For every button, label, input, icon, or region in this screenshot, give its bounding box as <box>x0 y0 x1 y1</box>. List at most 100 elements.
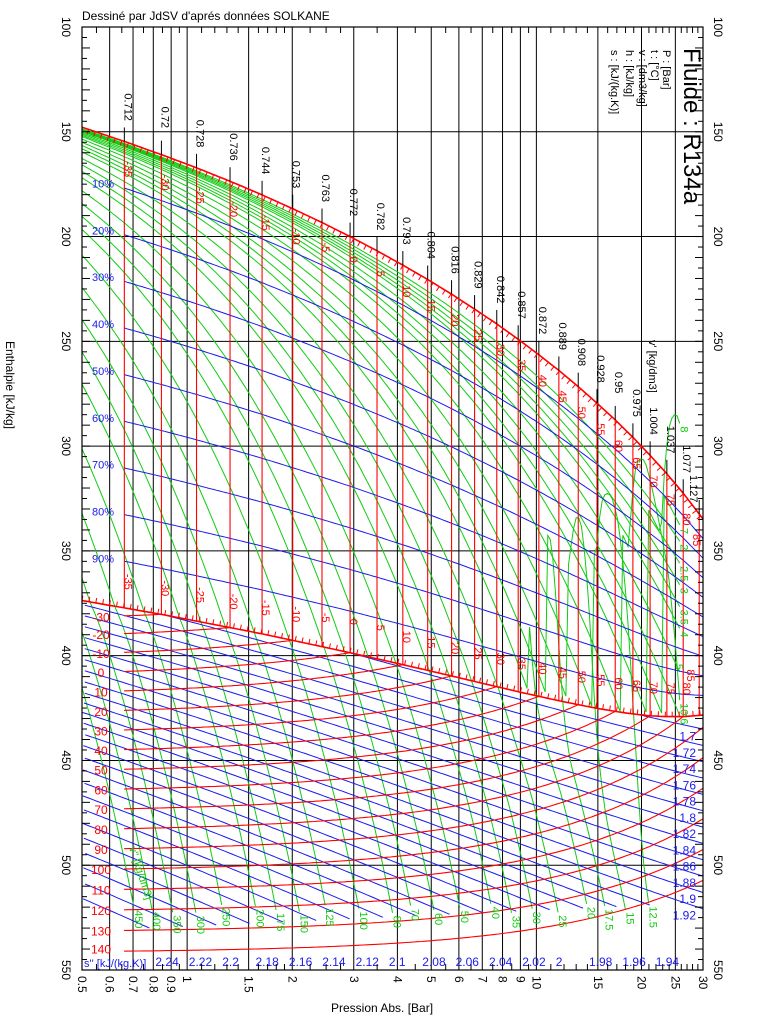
y-tick-label-right: 350 <box>711 541 725 561</box>
plot-frame <box>81 26 704 971</box>
isotherm-label-superheated: 110 <box>91 884 110 898</box>
saturated-vapor-line-hatch <box>246 625 249 632</box>
isentrope-line <box>82 898 150 929</box>
isochore-label: 40 <box>489 907 501 919</box>
x-tick-label: 0.5 <box>75 976 89 993</box>
quality-label: 40% <box>92 319 114 331</box>
isochore-line <box>82 130 681 629</box>
isotherm-label-vapor-side: -25 <box>194 587 206 603</box>
isochore-line <box>82 513 197 913</box>
saturated-liquid-line-hatch <box>381 254 386 260</box>
quality-label: 90% <box>92 554 114 566</box>
isochore-line <box>82 132 681 673</box>
saturated-liquid-line-hatch <box>172 159 175 165</box>
saturated-vapor-line <box>82 599 703 718</box>
isotherm-label-vapor-side: 10 <box>400 631 412 643</box>
saturated-vapor-line-hatch <box>431 666 434 672</box>
liquid-volume-value: 1.037 <box>664 426 676 454</box>
saturated-liquid-line-hatch <box>465 305 470 310</box>
isotherm-label-vapor-side: 30 <box>494 653 506 665</box>
saturated-vapor-line-hatch <box>102 599 105 605</box>
isentrope-line <box>85 734 550 911</box>
y-tick-label-right: 300 <box>711 436 725 456</box>
isotherm-label-liquid-side: 80 <box>680 513 692 525</box>
isotherm-label-vapor-side: 50 <box>575 671 587 683</box>
saturated-liquid-line-hatch <box>178 161 182 167</box>
isotherm-label-liquid-side: -15 <box>259 215 271 231</box>
saturated-liquid-line-hatch <box>344 235 348 240</box>
curves <box>82 126 703 952</box>
saturated-vapor-line-hatch <box>485 679 488 685</box>
isentrope-label: 1.86 <box>673 860 697 874</box>
isentrope-label: 2.14 <box>322 955 346 969</box>
saturated-liquid-line-hatch <box>326 225 330 231</box>
isochore-line <box>82 128 681 564</box>
isotherm-label-liquid-side: 55 <box>594 423 606 435</box>
saturated-liquid-line-hatch <box>656 466 662 471</box>
isentrope-line <box>83 809 350 920</box>
isotherm-label-vapor-side: 40 <box>536 662 548 674</box>
saturated-liquid-line-hatch <box>357 241 361 247</box>
saturated-liquid-line-hatch <box>436 286 440 292</box>
x-tick-label: 4 <box>390 976 404 983</box>
saturated-liquid-line-hatch <box>113 138 116 144</box>
saturated-vapor-line-hatch <box>465 674 468 680</box>
liquid-volume-value: 0.908 <box>575 339 587 367</box>
saturated-liquid-line-hatch <box>582 393 587 398</box>
x-tick-label: 6 <box>452 976 466 983</box>
isentrope-label: 1.74 <box>673 762 697 776</box>
saturated-liquid-line-hatch <box>146 149 149 155</box>
saturated-liquid-line-hatch <box>369 248 373 253</box>
isochore-line <box>82 134 681 714</box>
isotherm-label-vapor-side: 85 <box>684 669 696 681</box>
isotherm-label-vapor-side: 65 <box>630 680 642 692</box>
saturated-vapor-line-hatch <box>315 640 318 646</box>
isotherm-label-superheated: 20 <box>94 705 108 719</box>
isochore-label: 100 <box>357 912 369 930</box>
saturated-liquid-line-hatch <box>517 340 521 346</box>
saturated-vapor-line-hatch <box>615 706 618 712</box>
saturated-vapor-line-hatch <box>184 613 187 620</box>
saturated-liquid-line-hatch <box>204 171 208 177</box>
saturated-vapor-line-hatch <box>115 601 118 607</box>
legend-unit-pressure: P : [Bar] <box>660 50 672 90</box>
isotherm-label-liquid-side: 35 <box>515 359 527 371</box>
y-tick-label-left: 400 <box>59 646 73 666</box>
saturated-liquid-line-hatch <box>598 407 603 412</box>
isotherm-label-superheated: 60 <box>94 783 108 797</box>
saturated-vapor-line-hatch <box>267 630 270 636</box>
saturated-liquid-line-hatch <box>539 357 544 363</box>
saturated-vapor-line-hatch <box>383 655 386 661</box>
saturated-liquid-line-hatch <box>500 328 504 334</box>
x-tick-label: 25 <box>668 976 682 990</box>
x-tick-label: 0.6 <box>103 976 117 993</box>
isotherm-superheated <box>124 627 230 635</box>
isotherm-label-vapor-side: 25 <box>472 647 484 659</box>
isotherm-superheated <box>124 818 703 911</box>
isentrope-axis-label: s'' [kJ/(kg.K)] <box>84 958 146 970</box>
isotherm-superheated <box>124 639 293 653</box>
isentrope-label: 1.82 <box>673 827 697 841</box>
isochore-label: 50 <box>458 911 470 923</box>
saturated-liquid-line-hatch <box>494 324 499 330</box>
liquid-volume-label: v' [kg/dm3] <box>646 340 658 393</box>
isotherm-label-superheated: 0 <box>98 666 105 680</box>
isotherm-superheated <box>124 664 403 692</box>
saturated-vapor-line-hatch <box>88 596 91 602</box>
isochore-line <box>82 254 360 909</box>
isochore-label: 7 <box>678 528 690 534</box>
quality-label: 10% <box>92 178 114 190</box>
saturated-vapor-line-hatch <box>404 660 407 666</box>
saturated-liquid-line-hatch <box>637 446 643 451</box>
saturated-vapor-line-hatch <box>513 685 516 691</box>
isotherm-superheated <box>124 686 497 731</box>
y-tick-label-right: 500 <box>711 855 725 875</box>
isentrope-label: 1.7 <box>679 730 696 744</box>
isotherm-label-liquid-side: -25 <box>194 188 206 204</box>
liquid-volume-value: 0.753 <box>290 161 302 189</box>
isentrope-label: 1.76 <box>673 778 697 792</box>
liquid-volume-value: 0.829 <box>472 261 484 289</box>
liquid-volume-value: 0.95 <box>612 372 624 393</box>
isochore-line <box>82 138 681 712</box>
isotherm-label-superheated: 10 <box>94 685 108 699</box>
